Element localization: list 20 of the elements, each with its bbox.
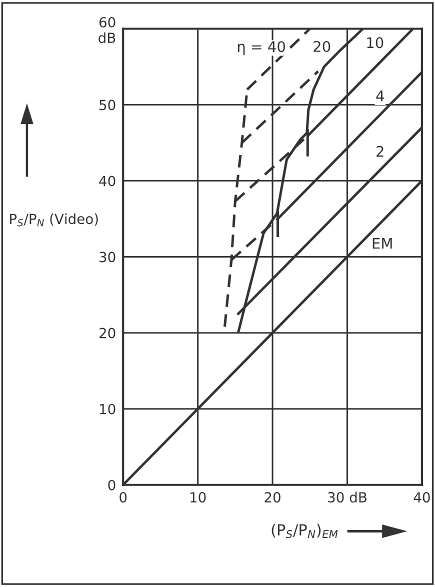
x-tick-label: 40 — [414, 492, 430, 503]
y-tick-label: 40 — [99, 176, 116, 186]
y-tick-label: 60 dB — [98, 17, 116, 44]
annotation: EM — [372, 238, 392, 249]
annotation: 10 — [367, 37, 384, 48]
annotation: η = 40 — [238, 41, 286, 55]
annotation: 20 — [314, 40, 330, 52]
x-tick-label: 30 dB — [328, 492, 366, 503]
y-tick-label: 30 — [100, 252, 116, 262]
y-tick-label: 50 — [100, 100, 116, 110]
y-axis-title: P$_{S}$/P$_{N}$ (Video) — [10, 213, 98, 226]
annotation: 2 — [376, 146, 384, 157]
x-tick-label: 0 — [120, 492, 127, 503]
y-tick-label: 0 — [108, 480, 116, 490]
x-axis-title: (P$_{S}$/P$_{N}$)$_{EM}$ — [272, 524, 338, 538]
x-tick-label: 10 — [190, 492, 206, 503]
y-tick-label: 20 — [100, 328, 116, 338]
x-tick-label: 20 — [264, 492, 280, 503]
y-tick-label: 10 — [100, 404, 116, 414]
annotation: 4 — [376, 90, 384, 102]
